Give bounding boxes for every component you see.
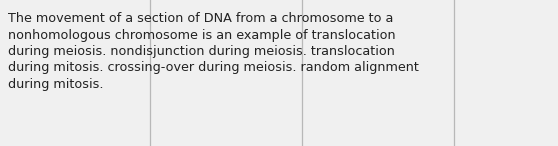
Text: The movement of a section of DNA from a chromosome to a: The movement of a section of DNA from a …	[8, 12, 393, 25]
Text: during mitosis.: during mitosis.	[8, 78, 103, 91]
Text: during mitosis. crossing-over during meiosis. random alignment: during mitosis. crossing-over during mei…	[8, 61, 419, 74]
Text: during meiosis. nondisjunction during meiosis. translocation: during meiosis. nondisjunction during me…	[8, 45, 395, 58]
Text: nonhomologous chromosome is an example of translocation: nonhomologous chromosome is an example o…	[8, 28, 396, 41]
